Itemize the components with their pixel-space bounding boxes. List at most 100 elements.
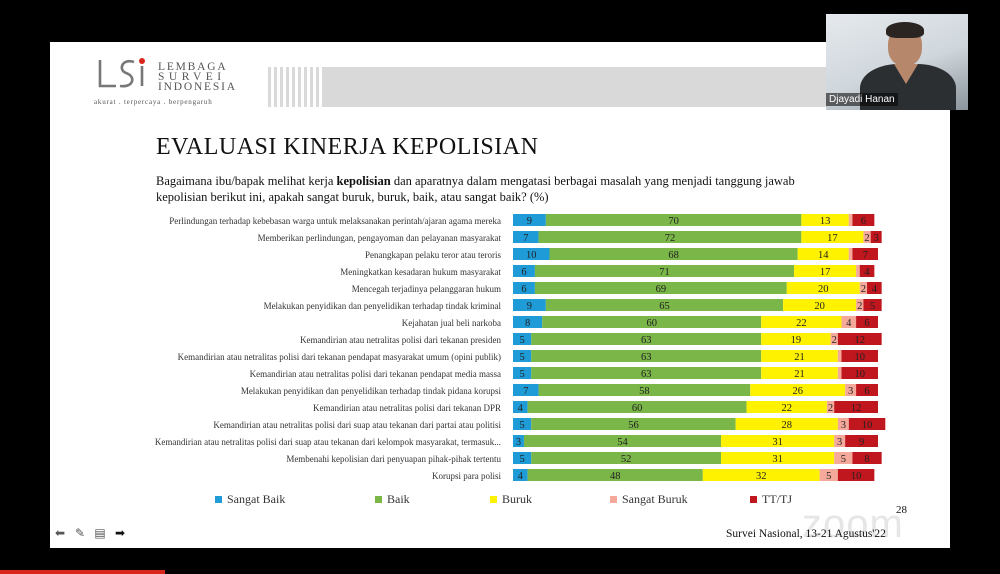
bar-segment-sangat_buruk — [848, 248, 853, 260]
data-label: 6 — [521, 284, 526, 295]
legend-label: Sangat Buruk — [622, 492, 688, 506]
data-label: 60 — [646, 318, 657, 329]
category-label: Korupsi para polisi — [432, 471, 501, 481]
data-label: 21 — [794, 352, 805, 363]
data-label: 5 — [826, 471, 831, 482]
data-label: 7 — [523, 233, 528, 244]
category-label: Meningkatkan kesadaran hukum masyarakat — [340, 267, 501, 277]
data-label: 10 — [851, 471, 862, 482]
survey-question: Bagaimana ibu/bapak melihat kerja kepoli… — [156, 173, 836, 205]
bar-segment-tt_tj — [870, 231, 882, 243]
category-label: Kemandirian atau netralitas polisi dari … — [300, 335, 501, 345]
bar-segment-sangat_buruk — [841, 316, 857, 328]
data-label: 4 — [864, 267, 870, 278]
bar-segment-buruk — [761, 350, 838, 362]
data-label: 10 — [862, 420, 873, 431]
logo-line-2: SURVEI — [158, 71, 226, 83]
bar-segment-buruk — [746, 401, 827, 413]
data-label: 3 — [848, 386, 853, 397]
menu-icon[interactable]: ▤ — [94, 526, 106, 540]
bar-segment-baik — [538, 384, 751, 396]
participant-video[interactable]: Djayadi Hanan — [826, 14, 968, 110]
data-label: 5 — [520, 454, 525, 465]
data-label: 6 — [861, 216, 866, 227]
bar-segment-tt_tj — [852, 248, 878, 260]
data-label: 22 — [782, 403, 793, 414]
data-label: 13 — [820, 216, 831, 227]
bar-segment-sangat_buruk — [826, 401, 835, 413]
data-label: 5 — [870, 301, 875, 312]
top-bar — [0, 0, 1000, 12]
legend-label: Buruk — [502, 492, 532, 506]
data-label: 2 — [832, 335, 837, 346]
red-progress-indicator — [0, 570, 165, 574]
data-label: 58 — [639, 386, 650, 397]
data-label: 10 — [855, 352, 866, 363]
bar-segment-sangat_buruk — [834, 435, 846, 447]
data-label: 71 — [659, 267, 670, 278]
data-label: 65 — [659, 301, 670, 312]
legend-label: Sangat Baik — [227, 492, 286, 506]
data-label: 48 — [610, 471, 621, 482]
legend-item-buruk: Buruk — [490, 492, 532, 507]
data-label: 8 — [864, 454, 869, 465]
arrow-right-icon[interactable]: ➡ — [114, 526, 126, 540]
legend-label: Baik — [387, 492, 410, 506]
data-label: 26 — [792, 386, 803, 397]
bar-segment-sangat_baik — [513, 418, 532, 430]
bar-segment-buruk — [786, 282, 860, 294]
bar-segment-buruk — [797, 248, 849, 260]
bar-segment-baik — [542, 316, 762, 328]
data-label: 4 — [846, 318, 852, 329]
bar-segment-baik — [531, 350, 762, 362]
legend-swatch — [750, 496, 757, 503]
data-label: 5 — [520, 335, 525, 346]
data-label: 8 — [525, 318, 530, 329]
bar-segment-baik — [531, 452, 722, 464]
bar-segment-buruk — [761, 333, 831, 345]
bar-segment-baik — [527, 469, 703, 481]
bar-segment-buruk — [761, 367, 838, 379]
bar-segment-tt_tj — [852, 452, 882, 464]
bar-segment-sangat_baik — [513, 333, 532, 345]
bar-segment-sangat_baik — [513, 299, 546, 311]
data-label: 63 — [641, 369, 652, 380]
bar-segment-sangat_buruk — [859, 282, 868, 294]
data-label: 20 — [814, 301, 825, 312]
data-label: 54 — [617, 437, 628, 448]
bar-segment-sangat_baik — [513, 384, 539, 396]
logo-line-3: INDONESIA — [158, 81, 237, 93]
stacked-bar-chart: Perlindungan terhadap kebebasan warga un… — [155, 214, 886, 482]
lsi-logo: LEMBAGA SURVEI INDONESIA akurat . terper… — [94, 56, 244, 110]
speaker-hair — [886, 22, 924, 38]
data-label: 63 — [641, 352, 652, 363]
data-label: 4 — [872, 284, 878, 295]
arrow-left-icon[interactable]: ⬅ — [54, 526, 66, 540]
data-label: 70 — [668, 216, 679, 227]
data-label: 69 — [656, 284, 667, 295]
data-label: 2 — [861, 284, 866, 295]
legend-swatch — [610, 496, 617, 503]
bar-segment-sangat_buruk — [863, 231, 871, 243]
bar-segment-baik — [531, 333, 762, 345]
participant-name-label: Djayadi Hanan — [826, 93, 898, 106]
data-label: 72 — [665, 233, 676, 244]
category-label: Kejahatan jual beli narkoba — [402, 318, 501, 328]
pen-icon[interactable]: ✎ — [74, 526, 86, 540]
presentation-slide: LEMBAGA SURVEI INDONESIA akurat . terper… — [50, 42, 950, 548]
lsi-logo-icon — [98, 58, 145, 88]
category-label: Mencegah terjadinya pelanggaran hukum — [352, 284, 501, 294]
bar-segment-sangat_baik — [513, 265, 535, 277]
bar-segment-sangat_baik — [513, 401, 528, 413]
bar-segment-sangat_buruk — [834, 452, 853, 464]
data-label: 32 — [756, 471, 767, 482]
bar-segment-buruk — [794, 265, 857, 277]
bar-segment-sangat_baik — [513, 214, 546, 226]
data-label: 3 — [874, 233, 879, 244]
data-label: 52 — [621, 454, 632, 465]
category-label: Kemandirian atau netralitas polisi dari … — [250, 369, 501, 379]
data-label: 6 — [864, 318, 869, 329]
bar-segment-sangat_buruk — [837, 418, 849, 430]
bar-segment-buruk — [750, 384, 846, 396]
bar-segment-tt_tj — [859, 265, 875, 277]
